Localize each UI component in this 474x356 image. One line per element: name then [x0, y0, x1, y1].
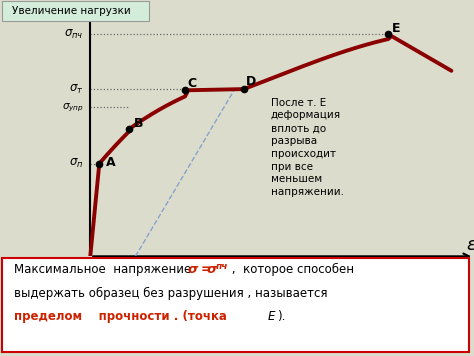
- Text: $\sigma$: $\sigma$: [81, 0, 95, 2]
- Text: 0: 0: [80, 258, 88, 271]
- Text: B: B: [134, 117, 144, 130]
- Text: После т. E
деформация
вплоть до
разрыва
происходит
при все
меньшем
напряжении.: После т. E деформация вплоть до разрыва …: [271, 98, 344, 197]
- Text: ).: ).: [277, 310, 286, 324]
- Text: Максимальное  напряжение: Максимальное напряжение: [14, 263, 195, 276]
- Text: $\sigma_т$: $\sigma_т$: [69, 83, 83, 96]
- Text: A: A: [106, 156, 116, 169]
- Text: $\boldsymbol{\sigma}$: $\boldsymbol{\sigma}$: [206, 263, 219, 276]
- Text: E: E: [392, 22, 401, 35]
- Text: ,  которое способен: , которое способен: [228, 263, 354, 276]
- Text: $\varepsilon_{ост}$: $\varepsilon_{ост}$: [123, 265, 147, 278]
- Text: $\boldsymbol{\sigma}$: $\boldsymbol{\sigma}$: [187, 263, 200, 276]
- Text: Увеличение нагрузки: Увеличение нагрузки: [12, 6, 131, 16]
- Text: $\varepsilon$: $\varepsilon$: [466, 236, 474, 254]
- Text: выдержать образец без разрушения , называется: выдержать образец без разрушения , назыв…: [14, 287, 328, 300]
- Text: D: D: [246, 75, 256, 88]
- Text: $\sigma_п$: $\sigma_п$: [69, 157, 83, 170]
- Text: $\sigma_{упр}$: $\sigma_{упр}$: [62, 101, 83, 114]
- Text: пч: пч: [216, 262, 228, 271]
- Text: $\sigma_{пч}$: $\sigma_{пч}$: [64, 28, 83, 41]
- Text: =: =: [197, 263, 215, 276]
- Text: C: C: [187, 77, 196, 90]
- Text: пределом    прочности . (точка: пределом прочности . (точка: [14, 310, 239, 324]
- Text: E: E: [268, 310, 275, 324]
